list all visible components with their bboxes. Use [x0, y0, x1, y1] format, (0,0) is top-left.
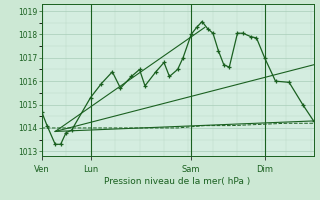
X-axis label: Pression niveau de la mer( hPa ): Pression niveau de la mer( hPa ) [104, 177, 251, 186]
